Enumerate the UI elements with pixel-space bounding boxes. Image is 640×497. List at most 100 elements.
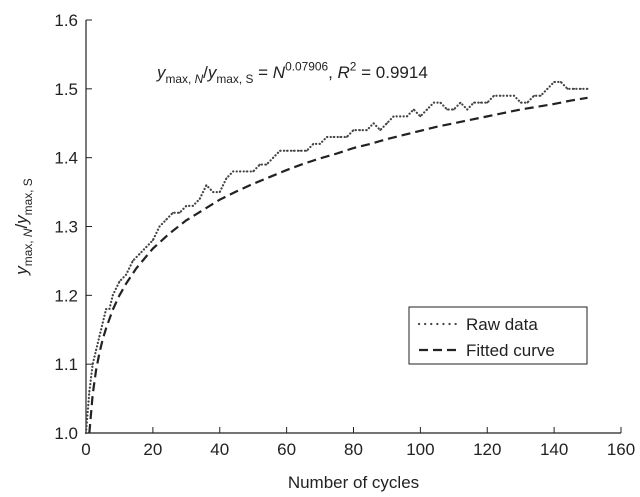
raw-data-point xyxy=(493,94,495,97)
raw-data-point xyxy=(332,136,335,138)
raw-data-point xyxy=(252,170,255,173)
raw-data-point xyxy=(506,94,509,97)
series-raw-data xyxy=(84,80,589,435)
x-axis-label: Number of cycles xyxy=(288,473,419,492)
raw-data-point xyxy=(319,143,321,145)
legend: Raw data Fitted curve xyxy=(408,306,588,365)
raw-data-point xyxy=(279,149,281,152)
raw-data-point xyxy=(105,308,107,310)
raw-data-point xyxy=(466,108,469,111)
x-tick-label: 0 xyxy=(81,440,90,459)
raw-data-point xyxy=(212,191,214,193)
legend-box xyxy=(408,306,588,365)
raw-data-point xyxy=(131,260,134,262)
legend-item: Fitted curve xyxy=(419,341,555,360)
raw-data-line xyxy=(84,80,589,435)
raw-data-point xyxy=(486,101,489,104)
raw-data-point xyxy=(553,81,556,83)
raw-data-point xyxy=(452,108,455,111)
y-tick-label: 1.6 xyxy=(54,11,78,30)
legend-item: Raw data xyxy=(417,315,538,334)
raw-data-point xyxy=(479,101,482,104)
raw-data-point xyxy=(95,349,97,352)
raw-data-point xyxy=(426,108,428,111)
fitted-curve-line xyxy=(88,96,588,434)
x-tick-label: 100 xyxy=(406,440,434,459)
raw-data-point xyxy=(459,101,462,104)
raw-data-point xyxy=(392,115,395,118)
raw-data-point xyxy=(91,363,94,366)
x-axis-ticks: 0 20 40 60 80 100 120 140 160 xyxy=(81,427,635,459)
raw-data-point xyxy=(499,94,502,97)
raw-data-point xyxy=(165,218,168,221)
raw-data-point xyxy=(352,129,355,132)
raw-data-point xyxy=(573,87,576,90)
raw-data-point xyxy=(539,94,542,97)
x-tick-label: 60 xyxy=(277,440,296,459)
raw-data-point xyxy=(546,87,549,90)
raw-data-point xyxy=(446,108,449,111)
raw-data-point xyxy=(85,432,87,434)
raw-data-point xyxy=(218,191,221,193)
raw-data-point xyxy=(192,204,194,207)
raw-data-point xyxy=(158,225,161,228)
raw-data-point xyxy=(472,101,475,104)
y-axis-ticks: 1.0 1.1 1.2 1.3 1.4 1.5 1.6 xyxy=(54,11,92,443)
raw-data-point xyxy=(88,390,91,393)
raw-data-point xyxy=(419,115,422,118)
fit-equation-annotation: ymax, N/ymax, S = N0.07906, R2 = 0.9914 xyxy=(156,59,428,86)
raw-data-point xyxy=(533,94,535,97)
raw-data-point xyxy=(245,170,248,173)
raw-data-point xyxy=(265,163,268,166)
raw-data-point xyxy=(108,308,111,310)
raw-data-point xyxy=(292,149,295,152)
raw-data-point xyxy=(345,136,348,138)
raw-data-point xyxy=(359,129,362,132)
raw-data-point xyxy=(406,115,408,118)
raw-data-point xyxy=(513,94,515,97)
x-tick-label: 40 xyxy=(210,440,229,459)
raw-data-point xyxy=(439,101,442,104)
raw-data-point xyxy=(526,101,529,104)
raw-data-point xyxy=(586,87,589,90)
raw-data-point xyxy=(198,198,201,200)
series-fitted-curve xyxy=(88,96,588,434)
raw-data-point xyxy=(432,101,435,104)
raw-data-point xyxy=(299,149,301,152)
raw-data-point xyxy=(519,101,522,104)
x-tick-label: 120 xyxy=(473,440,501,459)
raw-data-point xyxy=(386,122,388,125)
raw-data-point xyxy=(238,170,241,173)
raw-data-point xyxy=(379,129,382,132)
raw-data-point xyxy=(339,136,342,138)
raw-data-point xyxy=(258,163,261,166)
raw-data-point xyxy=(205,184,208,187)
raw-data-point xyxy=(185,204,188,207)
y-tick-label: 1.5 xyxy=(54,80,78,99)
legend-label: Fitted curve xyxy=(466,341,555,360)
raw-data-point xyxy=(232,170,235,173)
raw-data-point xyxy=(178,211,181,214)
raw-data-point xyxy=(98,335,101,338)
raw-data-point xyxy=(172,211,174,214)
raw-data-point xyxy=(138,253,141,255)
raw-data-point xyxy=(272,156,275,159)
raw-data-point xyxy=(372,122,375,125)
raw-data-point xyxy=(579,87,582,90)
series-group xyxy=(84,80,589,435)
y-tick-label: 1.2 xyxy=(54,286,78,305)
legend-label: Raw data xyxy=(466,315,538,334)
raw-data-point xyxy=(151,239,154,242)
y-tick-label: 1.3 xyxy=(54,218,78,237)
raw-data-point xyxy=(285,149,288,152)
raw-data-point xyxy=(412,108,415,111)
x-tick-label: 80 xyxy=(344,440,363,459)
raw-data-point xyxy=(145,246,148,249)
raw-data-point xyxy=(101,321,104,324)
x-tick-label: 140 xyxy=(540,440,568,459)
x-tick-label: 160 xyxy=(607,440,635,459)
raw-data-point xyxy=(559,81,562,83)
y-tick-label: 1.0 xyxy=(54,424,78,443)
raw-data-point xyxy=(111,294,114,297)
